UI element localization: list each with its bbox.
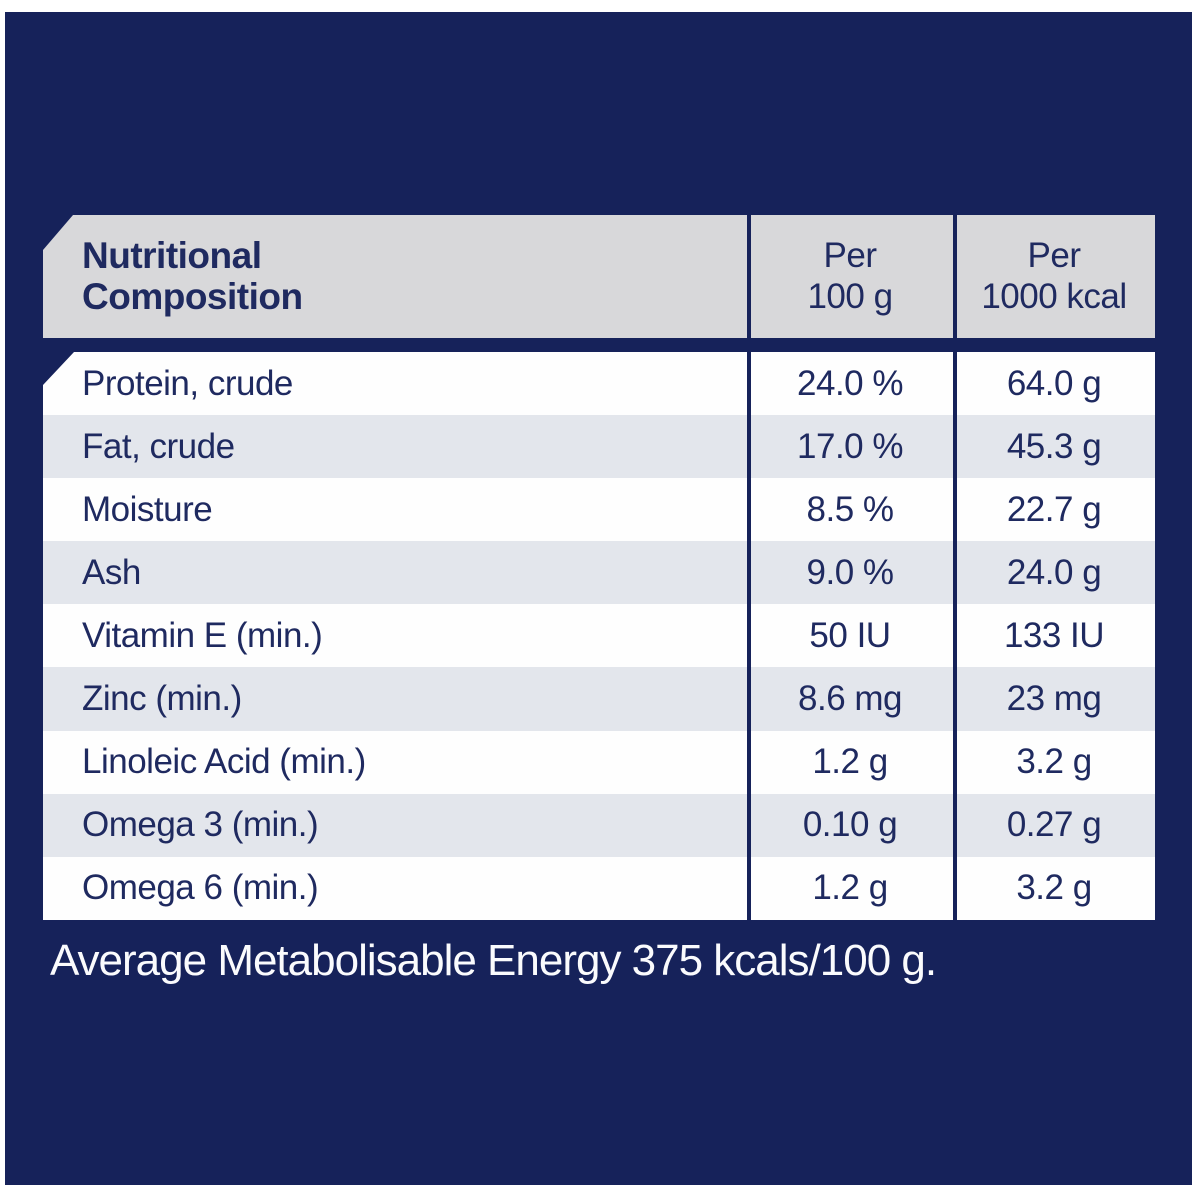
value-per-1000kcal: 133 IU	[1003, 615, 1105, 655]
nutrient-label: Linoleic Acid (min.)	[82, 742, 366, 782]
table-row: Zinc (min.) 8.6 mg 23 mg	[43, 667, 1155, 731]
value-per-100g: 0.10 g	[802, 805, 898, 845]
nutrient-label: Protein, crude	[82, 363, 293, 403]
table-row: Linoleic Acid (min.) 1.2 g 3.2 g	[43, 730, 1155, 794]
column-header-per-100g-line2: 100 g	[807, 276, 893, 316]
nutrient-label: Ash	[82, 552, 141, 592]
table-row: Moisture 8.5 % 22.7 g	[43, 478, 1155, 542]
table-row: Vitamin E (min.) 50 IU 133 IU	[43, 604, 1155, 668]
table-title-line2: Composition	[82, 275, 303, 317]
value-per-1000kcal: 22.7 g	[1006, 489, 1102, 529]
value-per-100g: 1.2 g	[812, 742, 888, 782]
nutrient-label: Zinc (min.)	[82, 679, 242, 719]
column-header-per-1000kcal: Per 1000 kcal	[953, 236, 1155, 317]
navy-background-panel: Nutritional Composition Per 100 g Per 10…	[5, 12, 1192, 1185]
column-header-per-1000kcal-line1: Per	[1027, 235, 1081, 275]
column-header-per-1000kcal-line2: 1000 kcal	[981, 276, 1127, 316]
column-header-per-100g-line1: Per	[823, 235, 877, 275]
column-divider-2	[953, 215, 957, 920]
nutrient-label: Moisture	[82, 489, 213, 529]
table-row: Ash 9.0 % 24.0 g	[43, 541, 1155, 605]
table-row: Omega 3 (min.) 0.10 g 0.27 g	[43, 793, 1155, 857]
table-row: Fat, crude 17.0 % 45.3 g	[43, 415, 1155, 479]
nutrient-label: Omega 3 (min.)	[82, 805, 319, 845]
value-per-1000kcal: 3.2 g	[1016, 868, 1092, 908]
value-per-100g: 17.0 %	[797, 426, 903, 466]
value-per-1000kcal: 0.27 g	[1006, 805, 1102, 845]
table-body: Protein, crude 24.0 % 64.0 g Fat, crude …	[43, 352, 1155, 920]
value-per-1000kcal: 23 mg	[1006, 679, 1102, 719]
table-row: Protein, crude 24.0 % 64.0 g	[43, 352, 1155, 416]
value-per-1000kcal: 24.0 g	[1006, 552, 1102, 592]
table-title: Nutritional Composition	[43, 234, 747, 317]
table-title-line1: Nutritional	[82, 234, 262, 276]
value-per-100g: 50 IU	[809, 615, 891, 655]
value-per-100g: 1.2 g	[812, 868, 888, 908]
value-per-1000kcal: 64.0 g	[1006, 363, 1102, 403]
column-header-per-100g: Per 100 g	[747, 236, 953, 317]
nutrient-label: Vitamin E (min.)	[82, 615, 323, 655]
metabolisable-energy-note: Average Metabolisable Energy 375 kcals/1…	[50, 936, 937, 985]
value-per-100g: 24.0 %	[797, 363, 903, 403]
nutritional-composition-table: Nutritional Composition Per 100 g Per 10…	[43, 215, 1155, 920]
table-header-row: Nutritional Composition Per 100 g Per 10…	[43, 215, 1155, 338]
nutrient-label: Omega 6 (min.)	[82, 868, 319, 908]
value-per-100g: 9.0 %	[806, 552, 895, 592]
nutrient-label: Fat, crude	[82, 426, 235, 466]
value-per-100g: 8.5 %	[806, 489, 895, 529]
value-per-1000kcal: 3.2 g	[1016, 742, 1092, 782]
value-per-1000kcal: 45.3 g	[1006, 426, 1102, 466]
column-divider-1	[747, 215, 751, 920]
table-row: Omega 6 (min.) 1.2 g 3.2 g	[43, 856, 1155, 920]
value-per-100g: 8.6 mg	[798, 679, 903, 719]
